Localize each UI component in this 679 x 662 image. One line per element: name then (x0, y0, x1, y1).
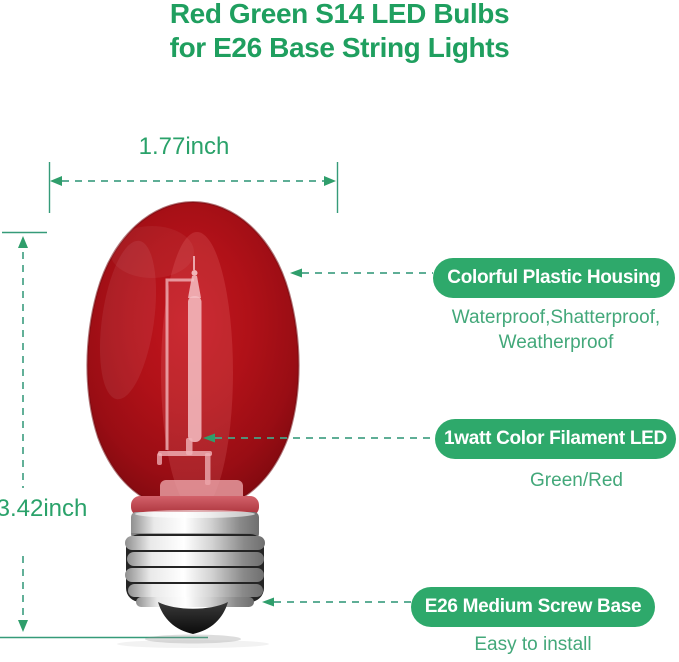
title-line-1: Red Green S14 LED Bulbs (169, 0, 510, 29)
arrow-down-icon (18, 620, 28, 632)
filament-arrow (203, 433, 435, 443)
callout-sub-housing-line-1: Waterproof,Shatterproof, (451, 307, 661, 328)
callout-sub-filament: Green/Red (530, 470, 623, 491)
callout-pill-filament: 1watt Color Filament LED (435, 419, 676, 459)
page-title: Red Green S14 LED Bulbs for E26 Base Str… (0, 0, 679, 65)
arrow-left-icon (262, 597, 274, 607)
bulb-illustration (86, 200, 300, 648)
callout-sub-housing: Waterproof,Shatterproof, Weatherproof (435, 305, 677, 355)
arrow-right-icon (324, 176, 336, 186)
height-dimension (0, 231, 208, 639)
callout-sub-base: Easy to install (474, 634, 592, 655)
height-dimension-label: 3.42inch (0, 495, 88, 522)
arrow-left-icon (203, 433, 215, 443)
housing-arrow (290, 268, 433, 278)
callout-sub-housing-line-2: Weatherproof (498, 332, 614, 353)
width-dimension-label: 1.77inch (138, 133, 230, 160)
bulb-base (117, 496, 269, 648)
base-arrow (262, 597, 411, 607)
title-line-2: for E26 Base String Lights (169, 32, 510, 63)
callout-pill-base: E26 Medium Screw Base (411, 587, 655, 627)
arrow-up-icon (18, 236, 28, 248)
width-dimension (48, 162, 339, 213)
arrow-left-icon (50, 176, 62, 186)
arrow-left-icon (290, 268, 302, 278)
callout-pill-housing: Colorful Plastic Housing (433, 258, 675, 298)
